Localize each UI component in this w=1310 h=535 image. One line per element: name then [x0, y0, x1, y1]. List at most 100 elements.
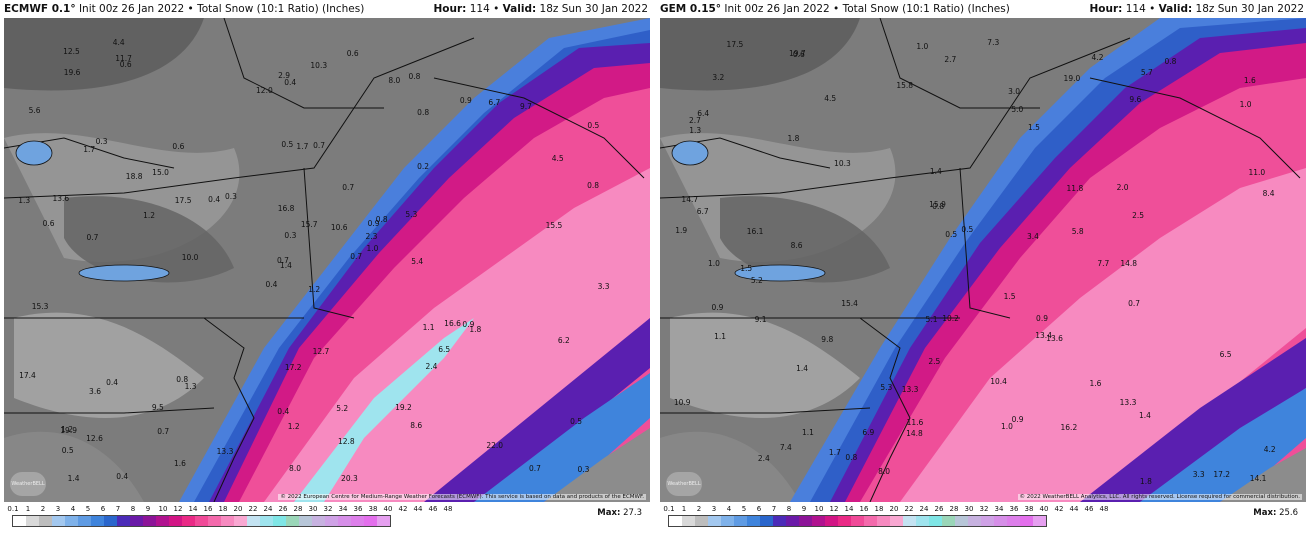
snowfall-value-label: 8.0 — [388, 75, 401, 85]
legend-tick-label: 30 — [964, 505, 974, 513]
legend-tick-label: 32 — [323, 505, 333, 513]
copyright-text: © 2022 European Centre for Medium-Range … — [278, 494, 646, 500]
snowfall-value-label: 2.9 — [278, 71, 291, 81]
legend-tick-label: 38 — [368, 505, 378, 513]
legend-tick-label: 18 — [218, 505, 228, 513]
snowfall-value-label: 1.0 — [366, 244, 379, 254]
snowfall-value-label: 1.7 — [828, 447, 841, 457]
boundary-line — [433, 77, 645, 179]
legend-tick-label: 24 — [919, 505, 929, 513]
snowfall-value-label: 1.3 — [184, 381, 197, 391]
legend-swatch — [903, 516, 916, 526]
terrain-patch — [64, 196, 234, 283]
legend-swatch — [747, 516, 760, 526]
snowfall-value-label: 0.8 — [408, 71, 421, 81]
snowfall-value-label: 1.7 — [296, 141, 309, 151]
snowfall-value-label: 0.2 — [417, 161, 430, 171]
snowfall-value-label: 3.4 — [1027, 232, 1039, 242]
snowfall-value-label: 2.4 — [757, 454, 770, 464]
weatherbell-logo: WeatherBELL — [666, 472, 702, 496]
lake — [78, 264, 170, 282]
snowfall-value-label: 0.9 — [1011, 414, 1024, 424]
snowfall-value-label: 1.8 — [469, 325, 482, 335]
legend-tick-label: 14 — [844, 505, 854, 513]
boundary-line — [223, 18, 384, 109]
boundary-line — [959, 167, 1011, 319]
snowfall-value-label: 7.3 — [987, 38, 1000, 48]
snowfall-value-label: 11.6 — [906, 417, 924, 427]
legend-swatch — [195, 516, 208, 526]
legend-tick-label: 40 — [383, 505, 393, 513]
snowfall-value-label: 1.2 — [143, 211, 156, 221]
legend-swatch — [260, 516, 273, 526]
boundary-line — [4, 37, 475, 199]
legend-tick-label: 16 — [203, 505, 213, 513]
snowfall-value-label: 10.3 — [834, 158, 851, 168]
legend-tick-label: 26 — [934, 505, 944, 513]
legend-tick-label: 10 — [158, 505, 168, 513]
legend-tick-label: 8 — [130, 505, 136, 513]
snowfall-value-label: 19.6 — [63, 68, 81, 78]
snowfall-value-label: 13.4 — [1035, 330, 1052, 340]
legend-tick-label: 7 — [771, 505, 777, 513]
snowfall-value-label: 1.6 — [174, 458, 186, 468]
legend-swatch — [65, 516, 78, 526]
boundary-line — [660, 37, 1131, 199]
snowfall-value-label: 5.3 — [880, 383, 893, 393]
legend-tick-label: 12 — [829, 505, 839, 513]
snowfall-value-label: 1.1 — [422, 322, 435, 332]
snowfall-value-label: 1.8 — [1139, 477, 1152, 487]
ecmwf-panel: ECMWF 0.1° Init 00z 26 Jan 2022 • Total … — [4, 0, 650, 535]
snowfall-value-label: 9.7 — [519, 102, 532, 112]
snowfall-value-label: 8.0 — [878, 466, 891, 476]
legend-swatch — [156, 516, 169, 526]
legend-swatch — [825, 516, 838, 526]
snowfall-value-label: 16.1 — [746, 227, 764, 237]
legend-swatch — [1007, 516, 1020, 526]
snowfall-value-label: 0.3 — [577, 464, 590, 474]
snowfall-value-label: 1.0 — [916, 41, 929, 51]
legend-swatch — [916, 516, 929, 526]
snowfall-value-label: 1.3 — [18, 196, 31, 206]
snowfall-value-label: 6.7 — [488, 98, 501, 108]
terrain-patch — [670, 312, 860, 418]
legend-tick-label: 46 — [428, 505, 438, 513]
snowfall-value-label: 0.9 — [367, 218, 380, 228]
legend-swatch — [838, 516, 851, 526]
legend-tick-label: 1 — [681, 505, 687, 513]
snowfall-value-label: 11.7 — [115, 54, 132, 64]
snowfall-value-label: 0.9 — [711, 302, 724, 312]
snowfall-value-label: 15.7 — [300, 220, 318, 230]
legend-swatch — [325, 516, 338, 526]
snowfall-value-label: 0.5 — [570, 416, 583, 426]
snowfall-value-label: 0.7 — [86, 233, 99, 243]
legend-tick-label: 6 — [100, 505, 106, 513]
boundary-line — [859, 317, 911, 502]
snowfall-value-label: 14.8 — [1120, 259, 1138, 269]
snowfall-value-label: 15.5 — [545, 220, 563, 230]
snowfall-value-label: 0.5 — [945, 229, 958, 239]
legend-swatch — [1033, 516, 1046, 526]
snowfall-value-label: 19.0 — [1063, 74, 1081, 84]
snowfall-value-label: 1.0 — [1239, 99, 1252, 109]
valid-time: Hour: 114 • Valid: 18z Sun 30 Jan 2022 — [1089, 3, 1305, 15]
snowfall-value-label: 0.8 — [417, 107, 430, 117]
terrain-patch — [660, 431, 800, 502]
legend-tick-label: 36 — [1009, 505, 1019, 513]
snowfall-value-label: 5.2 — [336, 403, 349, 413]
ecmwf-map: 1.2 1.7 1.4 1.2 0.9 1.3 0.8 0.7 0.8 0.7 0.6 0.3 0.7 0… — [4, 18, 650, 502]
snowfall-value-label: 4.2 — [1263, 444, 1276, 454]
snowfall-value-label: 19.2 — [395, 402, 412, 412]
legend-tick-label: 0.1 — [7, 505, 19, 513]
gem-panel: GEM 0.15° Init 00z 26 Jan 2022 • Total S… — [660, 0, 1306, 535]
snowfall-value-label: 1.3 — [689, 126, 702, 136]
snowfall-value-label: 4.5 — [824, 94, 837, 104]
legend-tick-label: 4 — [726, 505, 732, 513]
snowfall-value-label: 8.4 — [1262, 189, 1275, 199]
snowfall-value-label: 9.6 — [1129, 95, 1142, 105]
snowfall-value-label: 0.7 — [529, 464, 541, 474]
legend-tick-label: 1 — [25, 505, 31, 513]
boundary-line — [203, 317, 255, 502]
snowfall-value-label: 1.0 — [707, 258, 720, 268]
snowfall-value-label: 0.4 — [208, 195, 221, 205]
